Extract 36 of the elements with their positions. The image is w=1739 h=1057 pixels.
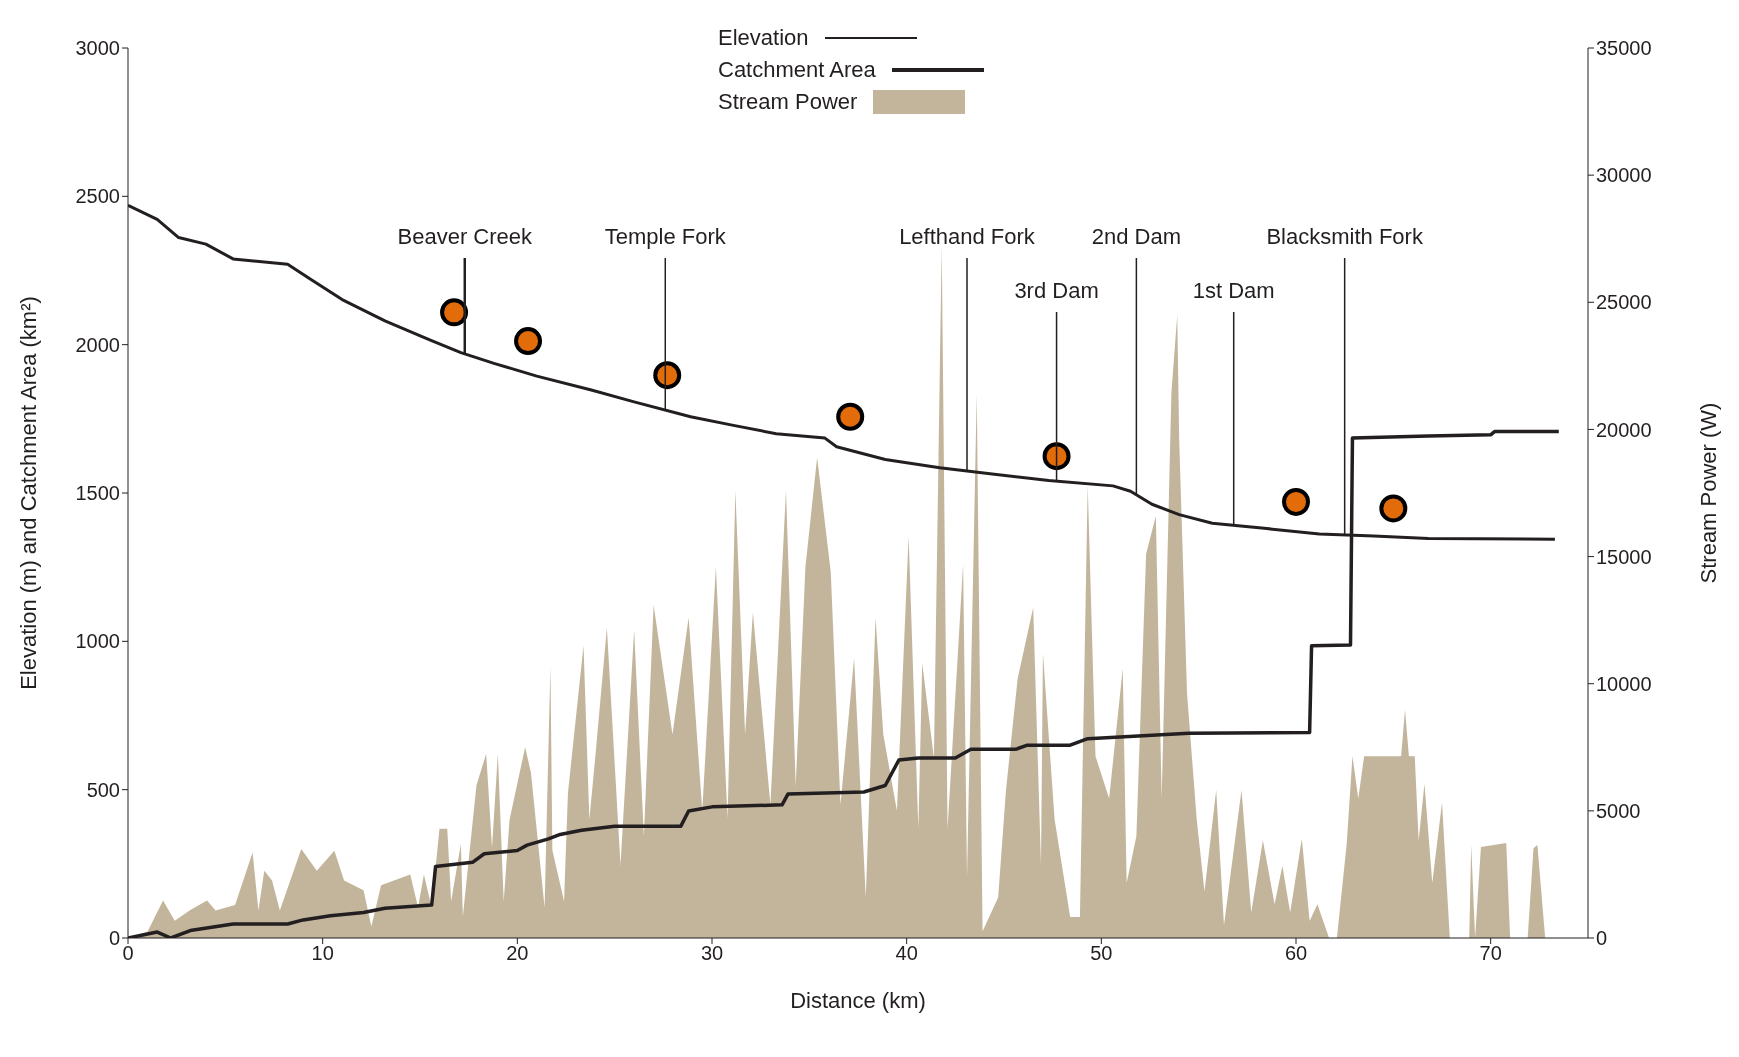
y2-tick-label: 30000 bbox=[1596, 164, 1652, 187]
y-tick-label: 2000 bbox=[75, 333, 120, 356]
y2-axis-title: Stream Power (W) bbox=[1695, 402, 1721, 584]
y-tick-label: 1000 bbox=[75, 630, 120, 653]
y-axis-title: Elevation (m) and Catchment Area (km²) bbox=[15, 296, 41, 690]
y2-tick-label: 25000 bbox=[1596, 291, 1652, 314]
annotation: Lefthand Fork bbox=[899, 224, 1036, 249]
x-tick-label: 60 bbox=[1284, 942, 1308, 965]
annotation: Temple Fork bbox=[604, 224, 727, 249]
y2-tick-label: 15000 bbox=[1596, 545, 1652, 568]
y-tick-label: 500 bbox=[86, 778, 120, 801]
annotation: Beaver Creek bbox=[397, 224, 534, 249]
x-tick-label: 0 bbox=[122, 942, 134, 965]
x-tick-label: 30 bbox=[700, 942, 724, 965]
legend-label: Elevation bbox=[718, 25, 809, 51]
x-tick-label: 40 bbox=[895, 942, 918, 965]
y2-tick-label: 20000 bbox=[1596, 418, 1652, 441]
annotation: 3rd Dam bbox=[1014, 278, 1099, 303]
legend-label: Catchment Area bbox=[718, 57, 876, 83]
legend-label: Stream Power bbox=[718, 89, 858, 115]
x-tick-label: 70 bbox=[1479, 942, 1502, 965]
y-tick-label: 3000 bbox=[75, 37, 120, 60]
annotation: 1st Dam bbox=[1192, 278, 1275, 303]
y2-tick-label: 5000 bbox=[1596, 799, 1641, 822]
y-tick-label: 1500 bbox=[75, 482, 120, 505]
x-tick-label: 50 bbox=[1090, 942, 1113, 965]
x-tick-label: 10 bbox=[311, 942, 334, 965]
annotation: Blacksmith Fork bbox=[1266, 224, 1424, 249]
y2-tick-label: 10000 bbox=[1596, 672, 1652, 695]
x-tick-label: 20 bbox=[506, 942, 529, 965]
y-tick-label: 0 bbox=[108, 927, 120, 950]
annotation: 2nd Dam bbox=[1091, 224, 1182, 249]
y2-tick-label: 35000 bbox=[1596, 37, 1652, 60]
y-tick-label: 2500 bbox=[75, 185, 120, 208]
x-axis-title: Distance (km) bbox=[790, 988, 926, 1013]
y2-tick-label: 0 bbox=[1596, 927, 1608, 950]
